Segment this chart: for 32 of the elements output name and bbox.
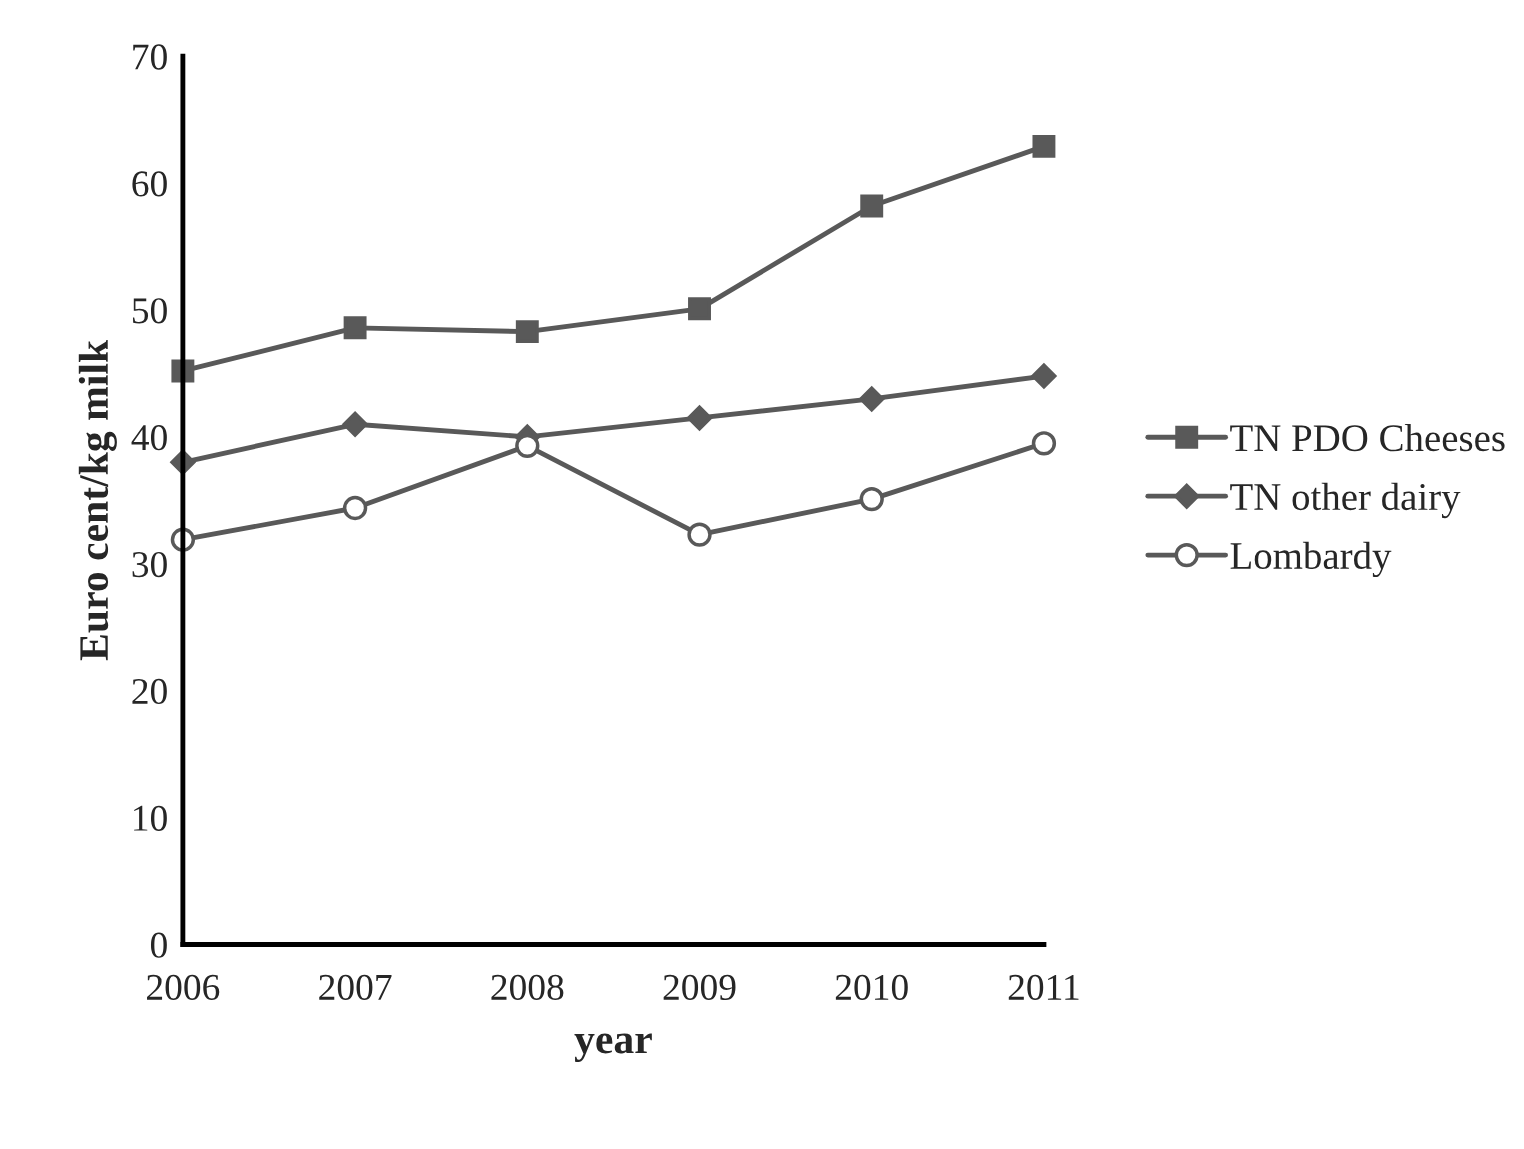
- point: [343, 316, 367, 340]
- point: [1031, 363, 1057, 389]
- point: [1032, 134, 1056, 158]
- y-tick-label: 40: [131, 425, 167, 451]
- y-tick-label: 10: [134, 805, 167, 831]
- x-tick-label: 2010: [835, 974, 908, 1001]
- x-tick-label: 2007: [319, 974, 392, 1001]
- point: [342, 411, 368, 437]
- point: [342, 495, 368, 521]
- point: [859, 386, 885, 412]
- y-tick-label: 50: [132, 298, 167, 324]
- point: [1031, 431, 1057, 456]
- legend-label: TN PDO Cheeses: [1230, 423, 1505, 452]
- y-tick-label: 0: [150, 932, 167, 958]
- y-tick-label: 60: [132, 171, 167, 197]
- y-tick-label: 30: [132, 551, 167, 578]
- x-tick-label: 2008: [491, 974, 564, 1001]
- y-tick-label: 70: [133, 44, 167, 70]
- x-tick-label: 2006: [147, 974, 220, 1001]
- y-tick-label: 20: [132, 678, 167, 705]
- point: [860, 194, 884, 218]
- point: [686, 405, 713, 431]
- x-tick-label: 2009: [663, 974, 736, 1001]
- point: [515, 320, 539, 344]
- y-axis-title: Euro cent/kg milk: [78, 339, 117, 661]
- legend-label: TN other dairy: [1230, 482, 1461, 519]
- x-tick-label: 2011: [1008, 974, 1079, 1001]
- x-axis-title: year: [574, 1033, 652, 1063]
- point: [687, 522, 712, 547]
- point: [688, 297, 711, 321]
- point: [859, 486, 884, 512]
- legend-label: Lombardy: [1230, 541, 1392, 578]
